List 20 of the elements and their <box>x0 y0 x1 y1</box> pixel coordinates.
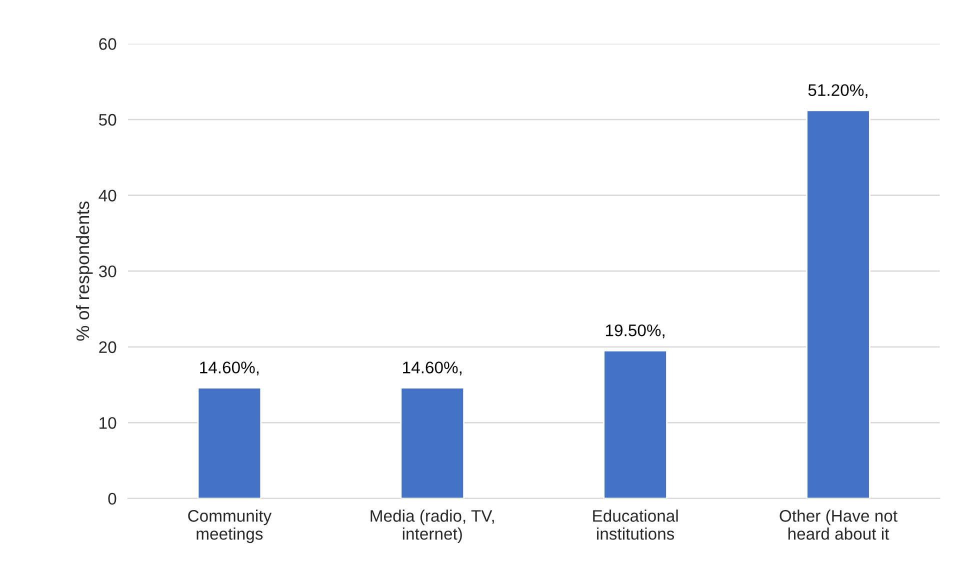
x-tick-label: Media (radio, TV, internet) <box>370 510 494 544</box>
bar <box>197 387 262 498</box>
y-tick-label: 40 <box>98 190 116 202</box>
y-axis-title: % of respondents <box>76 201 93 341</box>
y-tick-label: 0 <box>108 492 116 505</box>
x-tick-label: Community meetings <box>188 510 272 544</box>
x-tick-label: Educational institutions <box>593 510 678 540</box>
y-tick-label: 10 <box>100 417 116 429</box>
y-tick-label: 60 <box>99 38 116 50</box>
y-tick-label: 50 <box>98 114 116 126</box>
data-label: 19.50%, <box>606 324 664 338</box>
bar <box>603 350 668 498</box>
x-tick-label: Other (Have not heard about it <box>780 510 898 540</box>
data-label: 14.60%, <box>200 362 259 376</box>
bar <box>806 110 870 498</box>
y-tick-label: 30 <box>98 265 116 278</box>
y-tick-label: 20 <box>99 341 116 354</box>
bar <box>400 387 465 498</box>
data-label: 51.20%, <box>808 84 868 98</box>
data-label: 14.60%, <box>403 362 462 376</box>
